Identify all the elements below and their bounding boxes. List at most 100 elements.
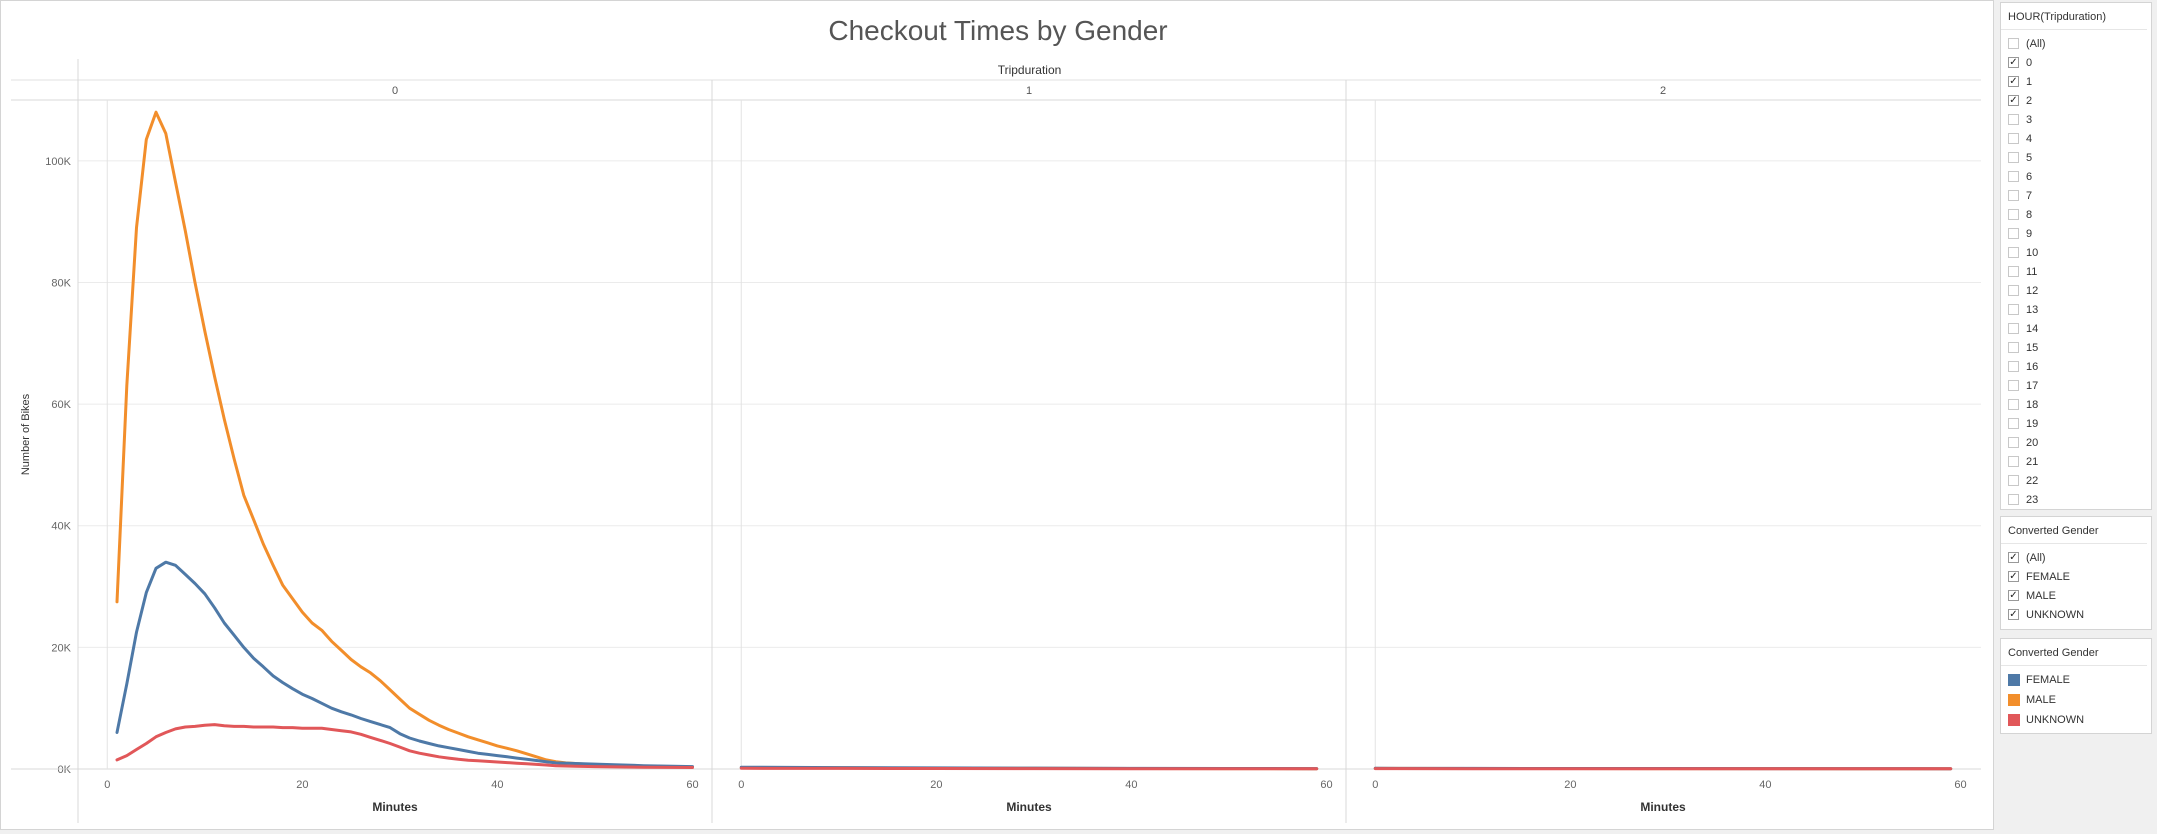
hour-filter-item[interactable]: 4 bbox=[2001, 129, 2151, 148]
checkbox-unchecked-icon[interactable] bbox=[2008, 418, 2019, 429]
hour-filter-item[interactable]: 8 bbox=[2001, 205, 2151, 224]
legend-item[interactable]: FEMALE bbox=[2001, 670, 2151, 690]
hour-filter-item-label: 10 bbox=[2026, 246, 2039, 259]
checkbox-unchecked-icon[interactable] bbox=[2008, 228, 2019, 239]
hour-filter-item[interactable]: 21 bbox=[2001, 452, 2151, 471]
hour-filter-item[interactable]: (All) bbox=[2001, 34, 2151, 53]
hour-filter-item[interactable]: 10 bbox=[2001, 243, 2151, 262]
checkbox-unchecked-icon[interactable] bbox=[2008, 209, 2019, 220]
hour-filter-item-label: 2 bbox=[2026, 94, 2033, 107]
series-line-unknown bbox=[115, 723, 694, 769]
checkbox-unchecked-icon[interactable] bbox=[2008, 342, 2019, 353]
x-tick-label: 60 bbox=[1954, 779, 1966, 791]
hour-filter-list: (All) ✓ 0 ✓ 1 ✓ 2 3 4 5 6 7 8 9 10 11 12 13 14 15 16 17 18 19 20… bbox=[2001, 34, 2151, 509]
checkbox-unchecked-icon[interactable] bbox=[2008, 266, 2019, 277]
hour-filter-item-label: 4 bbox=[2026, 132, 2033, 145]
checkbox-unchecked-icon[interactable] bbox=[2008, 323, 2019, 334]
hour-filter-item[interactable]: 12 bbox=[2001, 281, 2151, 300]
series-line-female bbox=[115, 560, 694, 769]
checkbox-unchecked-icon[interactable] bbox=[2008, 285, 2019, 296]
checkbox-unchecked-icon[interactable] bbox=[2008, 38, 2019, 49]
gender-filter-item[interactable]: ✓ UNKNOWN bbox=[2001, 605, 2151, 624]
checkbox-unchecked-icon[interactable] bbox=[2008, 456, 2019, 467]
gender-filter-item-label: FEMALE bbox=[2026, 570, 2071, 583]
checkbox-checked-icon[interactable]: ✓ bbox=[2008, 570, 2019, 582]
checkbox-unchecked-icon[interactable] bbox=[2008, 304, 2019, 315]
hour-filter-item[interactable]: 22 bbox=[2001, 471, 2151, 490]
gender-filter-item[interactable]: ✓ (All) bbox=[2001, 548, 2151, 567]
hour-filter-item[interactable]: 3 bbox=[2001, 110, 2151, 129]
hour-filter-item[interactable]: 13 bbox=[2001, 300, 2151, 319]
checkbox-unchecked-icon[interactable] bbox=[2008, 380, 2019, 391]
checkbox-checked-icon[interactable]: ✓ bbox=[2008, 75, 2019, 87]
x-tick-label: 40 bbox=[491, 779, 503, 791]
x-axis-label: Minutes bbox=[372, 800, 418, 814]
checkbox-checked-icon[interactable]: ✓ bbox=[2008, 589, 2019, 601]
x-tick-label: 20 bbox=[930, 779, 942, 791]
checkbox-unchecked-icon[interactable] bbox=[2008, 114, 2019, 125]
hour-filter-item[interactable]: 17 bbox=[2001, 376, 2151, 395]
hour-filter-item[interactable]: 20 bbox=[2001, 433, 2151, 452]
hour-filter-item-label: (All) bbox=[2026, 37, 2046, 50]
panel-label: 2 bbox=[1660, 85, 1666, 97]
checkbox-unchecked-icon[interactable] bbox=[2008, 361, 2019, 372]
checkbox-unchecked-icon[interactable] bbox=[2008, 494, 2019, 505]
checkbox-unchecked-icon[interactable] bbox=[2008, 152, 2019, 163]
hour-filter-item-label: 7 bbox=[2026, 189, 2033, 202]
y-tick-label: 20K bbox=[51, 642, 71, 654]
y-tick-label: 0K bbox=[58, 764, 72, 776]
dashboard-canvas: Checkout Times by Gender 0K 20K 40K 60K 80K 1… bbox=[0, 0, 1994, 830]
hour-filter-item-label: 17 bbox=[2026, 379, 2039, 392]
line-chart: 0K 20K 40K 60K 80K 100K Number of Bikes Tripdur… bbox=[11, 59, 1981, 823]
hour-filter-item-label: 21 bbox=[2026, 455, 2039, 468]
series-line-unknown bbox=[739, 766, 1319, 771]
legend-swatch bbox=[2008, 714, 2020, 726]
hour-filter-card: HOUR(Tripduration) (All) ✓ 0 ✓ 1 ✓ 2 3 4 5 6 7 8 9 10 1… bbox=[2000, 2, 2152, 510]
x-tick-label: 20 bbox=[296, 779, 308, 791]
x-tick-label: 0 bbox=[738, 779, 744, 791]
y-tick-label: 40K bbox=[51, 521, 71, 533]
gender-filter-item[interactable]: ✓ FEMALE bbox=[2001, 567, 2151, 586]
hour-filter-item[interactable]: ✓ 1 bbox=[2001, 72, 2151, 91]
hour-filter-item[interactable]: 23 bbox=[2001, 490, 2151, 509]
hour-filter-item-label: 18 bbox=[2026, 398, 2039, 411]
legend-label: FEMALE bbox=[2026, 674, 2071, 686]
hour-filter-item-label: 6 bbox=[2026, 170, 2033, 183]
checkbox-checked-icon[interactable]: ✓ bbox=[2008, 608, 2019, 620]
checkbox-checked-icon[interactable]: ✓ bbox=[2008, 56, 2019, 68]
hour-filter-item[interactable]: 5 bbox=[2001, 148, 2151, 167]
gender-filter-item-label: UNKNOWN bbox=[2026, 608, 2085, 621]
hour-filter-item-label: 14 bbox=[2026, 322, 2039, 335]
hour-filter-item[interactable]: 16 bbox=[2001, 357, 2151, 376]
hour-filter-item-label: 20 bbox=[2026, 436, 2039, 449]
checkbox-unchecked-icon[interactable] bbox=[2008, 171, 2019, 182]
hour-filter-item-label: 1 bbox=[2026, 75, 2033, 88]
checkbox-unchecked-icon[interactable] bbox=[2008, 247, 2019, 258]
hour-filter-item[interactable]: 11 bbox=[2001, 262, 2151, 281]
checkbox-unchecked-icon[interactable] bbox=[2008, 437, 2019, 448]
hour-filter-item[interactable]: ✓ 2 bbox=[2001, 91, 2151, 110]
hour-filter-item-label: 9 bbox=[2026, 227, 2033, 240]
hour-filter-item[interactable]: 7 bbox=[2001, 186, 2151, 205]
checkbox-unchecked-icon[interactable] bbox=[2008, 475, 2019, 486]
gender-filter-item[interactable]: ✓ MALE bbox=[2001, 586, 2151, 605]
legend-item[interactable]: MALE bbox=[2001, 690, 2151, 710]
hour-filter-item[interactable]: 18 bbox=[2001, 395, 2151, 414]
legend-item[interactable]: UNKNOWN bbox=[2001, 710, 2151, 730]
hour-filter-item[interactable]: ✓ 0 bbox=[2001, 53, 2151, 72]
hour-filter-item[interactable]: 9 bbox=[2001, 224, 2151, 243]
checkbox-checked-icon[interactable]: ✓ bbox=[2008, 94, 2019, 106]
hour-filter-item-label: 5 bbox=[2026, 151, 2033, 164]
gender-legend-card: Converted Gender FEMALE MALE UNKNOWN bbox=[2000, 638, 2152, 734]
checkbox-checked-icon[interactable]: ✓ bbox=[2008, 551, 2019, 563]
hour-filter-item-label: 15 bbox=[2026, 341, 2039, 354]
hour-filter-item[interactable]: 14 bbox=[2001, 319, 2151, 338]
checkbox-unchecked-icon[interactable] bbox=[2008, 133, 2019, 144]
hour-filter-item[interactable]: 6 bbox=[2001, 167, 2151, 186]
hour-filter-item[interactable]: 15 bbox=[2001, 338, 2151, 357]
checkbox-unchecked-icon[interactable] bbox=[2008, 399, 2019, 410]
checkbox-unchecked-icon[interactable] bbox=[2008, 190, 2019, 201]
hour-filter-item[interactable]: 19 bbox=[2001, 414, 2151, 433]
x-tick-label: 60 bbox=[1320, 779, 1332, 791]
legend-swatch bbox=[2008, 674, 2020, 686]
